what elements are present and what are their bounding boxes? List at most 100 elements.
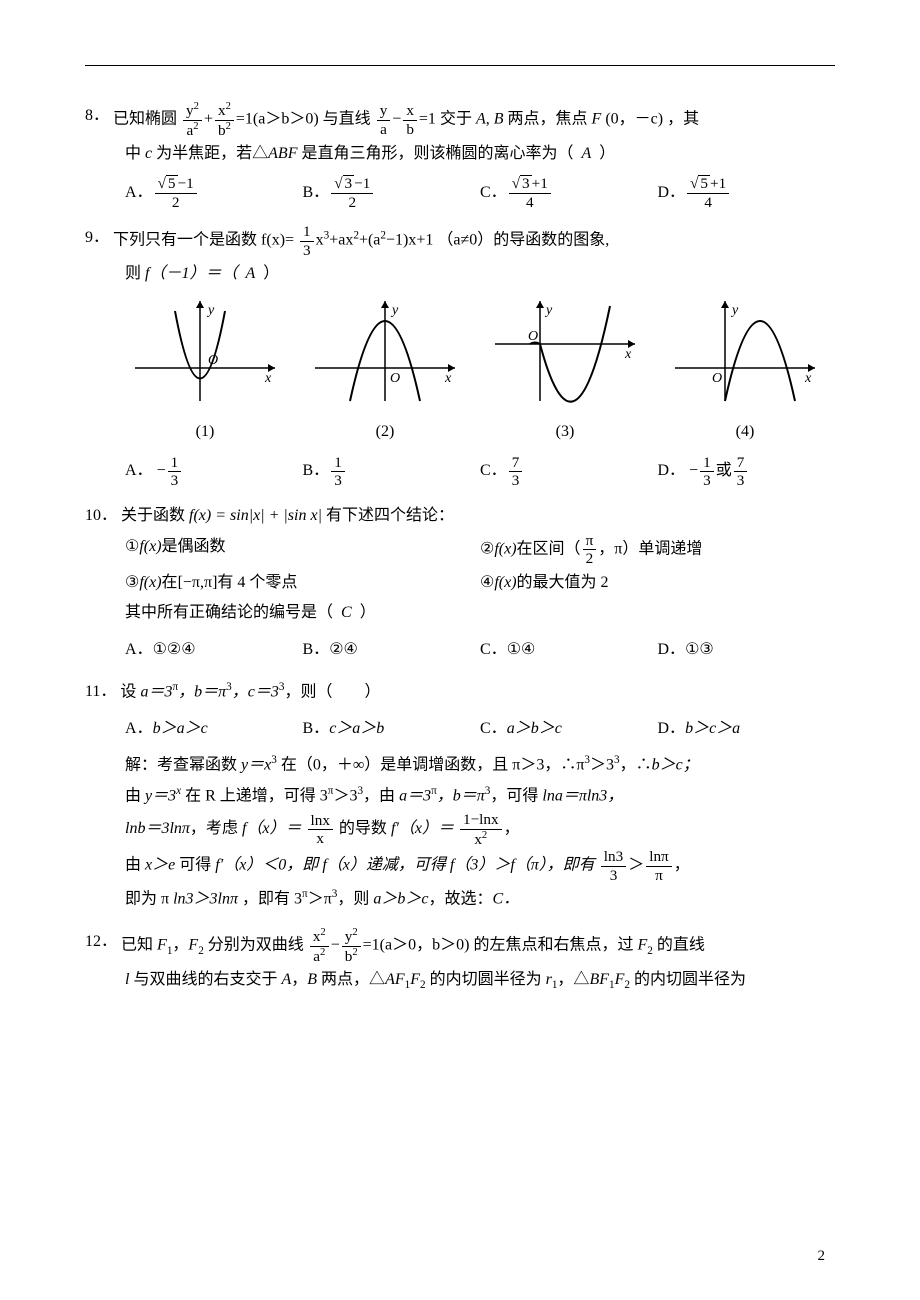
q9-fig-4: O x y (4) <box>670 296 820 448</box>
a: a＝3 <box>140 683 172 700</box>
y: y＝3 <box>145 787 176 804</box>
e: 2 <box>193 121 198 132</box>
q10-stmt-1: ①f(x)是偶函数 <box>125 532 480 568</box>
n: ln3 <box>601 848 626 866</box>
e: 2 <box>482 830 487 841</box>
t: 其中所有正确结论的编号是（ <box>125 604 333 621</box>
l: C． <box>480 178 507 208</box>
A: A <box>281 971 291 988</box>
q10-number: 10． <box>85 501 117 531</box>
s: − <box>689 456 698 486</box>
q11-sol-3: lnb＝3lnπ，考虑 f（x）＝ lnxx 的导数 f′（x）＝ 1−lnxx… <box>85 811 835 848</box>
fx: f(x) <box>494 574 516 591</box>
n: 1 <box>331 454 345 472</box>
l: A． <box>125 714 153 744</box>
n: 1 <box>300 223 314 241</box>
eq: =1(a＞0，b＞0) <box>363 937 470 954</box>
page-number: 2 <box>818 1242 826 1271</box>
O: O <box>208 353 218 368</box>
l: D． <box>658 178 686 208</box>
q11-stem: 设 a＝3π，b＝π3，c＝33，则（ ） <box>120 677 835 708</box>
f: f（x）＝ <box>242 821 302 838</box>
t: 已知 <box>121 937 153 954</box>
q9-opt-a: A． −13 <box>125 454 303 490</box>
q10-opt-b: B．②④ <box>303 635 481 665</box>
t: 的内切圆半径为 <box>634 971 746 988</box>
q8-ellipse-frac2: x2 b2 <box>215 101 234 139</box>
fig-label: (1) <box>130 417 280 447</box>
q9-line2: 则 f（－1）＝（ A ） <box>85 259 835 289</box>
fx: f(x)= <box>261 232 294 249</box>
l: l <box>125 971 129 988</box>
s: 2 <box>420 979 426 991</box>
question-11: 11． 设 a＝3π，b＝π3，c＝33，则（ ） A．b＞a＞c B．c＞a＞… <box>85 677 835 915</box>
n: ③ <box>125 574 139 591</box>
s: − <box>157 456 166 486</box>
fx: f(x) <box>139 538 161 555</box>
fig-label: (2) <box>310 417 460 447</box>
v: ①④ <box>507 635 536 665</box>
t: 解：考查幂函数 <box>125 756 237 773</box>
l: C． <box>480 456 507 486</box>
d: 3 <box>734 472 748 489</box>
l: B． <box>303 456 330 486</box>
y: y <box>730 303 739 318</box>
fx: f(x) <box>494 540 516 557</box>
v: b＞c＞a <box>685 714 740 744</box>
F: F <box>410 971 420 988</box>
q9-answer: A <box>245 265 255 282</box>
n: lnπ <box>646 848 671 866</box>
q10-concl: 其中所有正确结论的编号是（ C ） <box>85 598 835 628</box>
y: y <box>390 303 399 318</box>
x: x <box>804 371 812 386</box>
q8-line-frac1: ya <box>377 102 391 138</box>
lna: lna＝πln3， <box>542 787 623 804</box>
t: 的左焦点和右焦点，过 <box>473 937 633 954</box>
d: 3 <box>168 472 182 489</box>
fig-label: (3) <box>490 417 640 447</box>
q11-opt-d: D．b＞c＞a <box>658 714 836 744</box>
t: 的最大值为 2 <box>517 574 609 591</box>
d: 2 <box>155 194 197 211</box>
t: ，则（ ） <box>284 683 380 700</box>
q8-opt-b: B．√3−12 <box>303 175 481 211</box>
t: 在区间（ <box>517 540 581 557</box>
v: ①③ <box>685 635 714 665</box>
q10-stmt-2: ②f(x)在区间（π2，π）单调递增 <box>480 532 835 568</box>
f: a <box>377 121 391 138</box>
t: 的导数 <box>339 821 387 838</box>
q11-sol-2: 由 y＝3x 在 R 上递增，可得 3π＞33，由 a＝3π，b＝π3，可得 l… <box>85 781 835 812</box>
bc: b＞c； <box>652 756 699 773</box>
d: 2 <box>331 194 373 211</box>
e: 2 <box>194 101 199 112</box>
d: x <box>474 831 482 848</box>
n: ④ <box>480 574 494 591</box>
q9-figures: O x y (1) O x y (2) O <box>85 296 835 448</box>
q9-fig-1: O x y (1) <box>130 296 280 448</box>
question-9: 9． 下列只有一个是函数 f(x)= 13x3+ax2+(a2−1)x+1 （a… <box>85 223 835 489</box>
c: ，c＝3 <box>232 683 279 700</box>
int: [−π,π] <box>178 574 218 591</box>
v: a＞b＞c <box>507 714 562 744</box>
e: 3 <box>271 754 277 766</box>
l: C． <box>480 635 507 665</box>
d: 4 <box>687 194 729 211</box>
O: O <box>712 371 722 386</box>
n: 1−lnx <box>460 811 502 829</box>
c: c <box>145 145 152 162</box>
v: c＞a＞b <box>329 714 384 744</box>
question-8: 8． 已知椭圆 y2 a2 + x2 b2 =1(a＞b＞0) 与直线 ya−x… <box>85 101 835 211</box>
s: 2 <box>624 979 630 991</box>
q10-stem: 关于函数 f(x) = sin|x| + |sin x| 有下述四个结论： <box>121 501 835 531</box>
t: 分别为双曲线 <box>208 937 304 954</box>
b: ，b＝π <box>437 787 485 804</box>
pt: A <box>476 111 486 128</box>
parabola-2-icon: O x y <box>310 296 460 406</box>
f: b <box>218 122 226 139</box>
q8-options: A．√5−12 B．√3−12 C．√3+14 D．√5+14 <box>85 175 835 211</box>
l: A． <box>125 178 153 208</box>
q10-row2: ③f(x)在[−π,π]有 4 个零点 ④f(x)的最大值为 2 <box>85 568 835 598</box>
d: π <box>646 867 671 884</box>
q9-options: A． −13 B．13 C．73 D． −13或73 <box>85 454 835 490</box>
n: 5 <box>166 175 178 191</box>
